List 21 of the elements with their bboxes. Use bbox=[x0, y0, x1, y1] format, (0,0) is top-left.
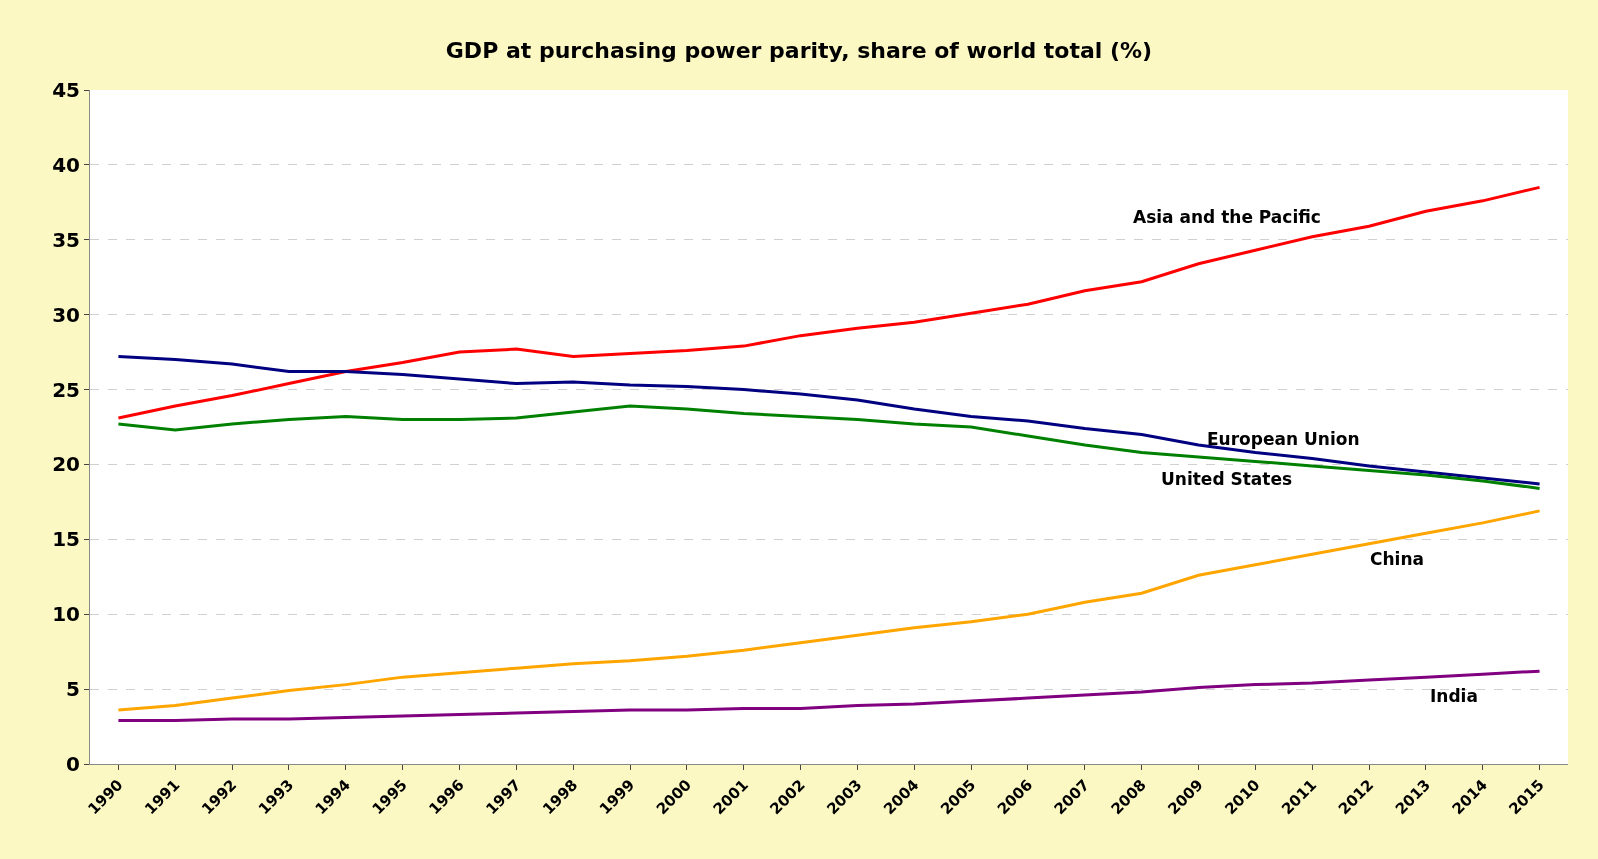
y-tick-label: 30 bbox=[52, 302, 80, 327]
series-label: China bbox=[1370, 549, 1424, 569]
chart-title: GDP at purchasing power parity, share of world total (%) bbox=[445, 38, 1153, 64]
line-series bbox=[116, 355, 1542, 486]
y-tick-label: 35 bbox=[52, 227, 80, 252]
line-series bbox=[116, 404, 1542, 490]
y-tick-label: 45 bbox=[52, 78, 80, 102]
y-tick-label: 25 bbox=[52, 377, 80, 402]
line-series bbox=[116, 669, 1542, 723]
series-label: United States bbox=[1161, 469, 1293, 489]
series-label: Asia and the Pacific bbox=[1133, 207, 1321, 227]
y-tick-label: 20 bbox=[52, 452, 80, 477]
y-tick-label: 0 bbox=[66, 752, 80, 776]
line-series bbox=[116, 509, 1542, 712]
y-tick-label: 15 bbox=[52, 527, 80, 552]
y-tick-label: 10 bbox=[52, 602, 80, 627]
series-label: India bbox=[1430, 686, 1478, 706]
line-series bbox=[116, 185, 1542, 420]
y-tick-label: 5 bbox=[66, 677, 80, 702]
series-label: European Union bbox=[1207, 429, 1360, 449]
y-tick-label: 40 bbox=[52, 152, 80, 177]
